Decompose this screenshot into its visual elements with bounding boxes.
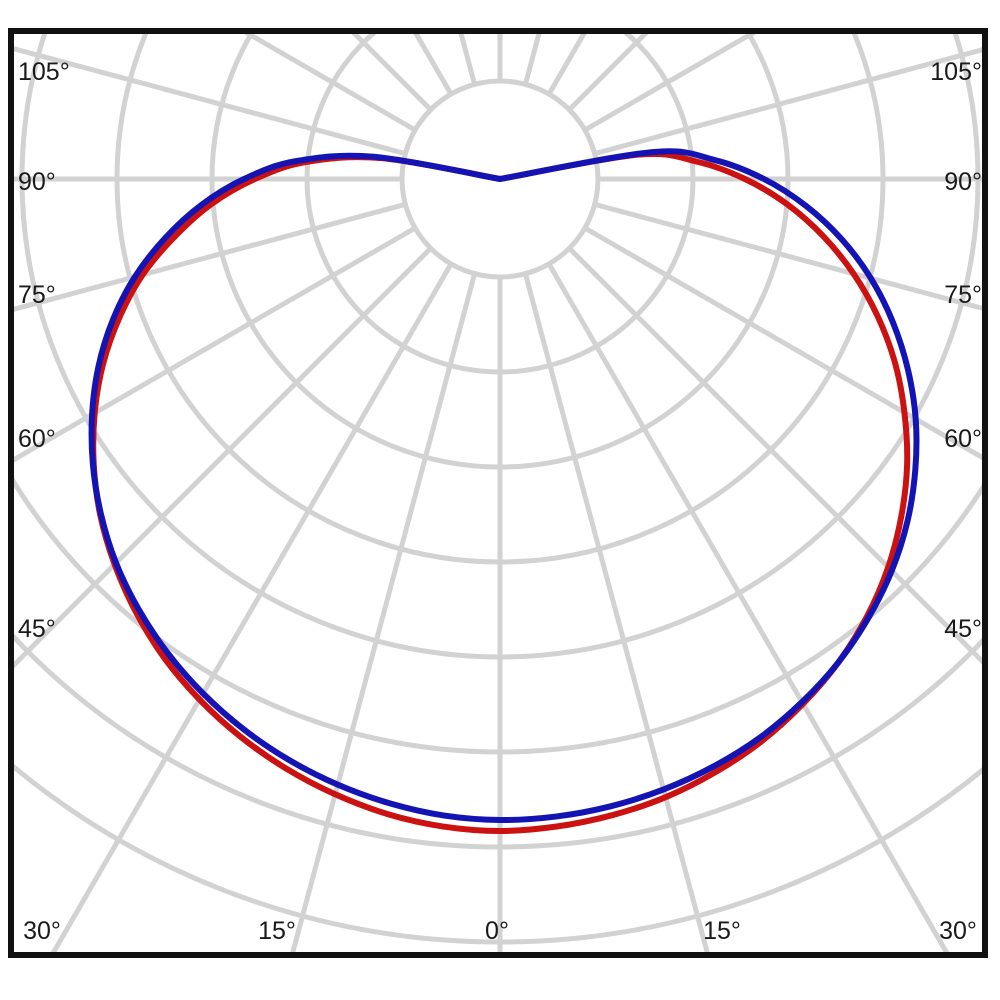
- curve-series-0: [90, 150, 911, 834]
- plot-border: [8, 28, 988, 958]
- grid-spoke: [594, 201, 984, 312]
- grid-spoke: [522, 273, 711, 954]
- grid-spoke: [583, 32, 760, 133]
- angle-label-right-0: 105°: [930, 58, 982, 86]
- angle-label-left-0: 105°: [18, 58, 70, 86]
- angle-label-left-4: 45°: [18, 615, 56, 643]
- angle-label-right-1: 90°: [944, 168, 982, 196]
- grid-spoke: [240, 32, 417, 133]
- grid-spoke: [594, 46, 984, 157]
- angle-label-left-3: 60°: [18, 425, 56, 453]
- grid-spoke: [583, 225, 984, 462]
- angle-label-bottom-3: 15°: [703, 917, 741, 945]
- angle-label-bottom-1: 15°: [258, 917, 296, 945]
- curve-series-1: [88, 148, 920, 824]
- angle-label-right-4: 45°: [944, 615, 982, 643]
- angle-label-bottom-0: 30°: [23, 917, 61, 945]
- angle-label-left-1: 90°: [18, 168, 56, 196]
- angle-label-bottom-2: 0°: [485, 917, 509, 945]
- grid-spoke: [49, 262, 454, 954]
- grid-spoke: [289, 273, 478, 954]
- grid-spoke: [12, 225, 417, 464]
- axis-labels: 105° 90° 75° 60° 45° 105° 90° 75° 60° 45° 30° 15° 0°…: [18, 58, 982, 945]
- angle-label-bottom-4: 30°: [939, 917, 977, 945]
- distribution-curves: [88, 148, 920, 834]
- angle-label-right-2: 75°: [944, 281, 982, 309]
- grid-spoke: [12, 45, 406, 157]
- grid-spoke: [546, 262, 951, 954]
- grid-spoke: [12, 201, 406, 313]
- angle-label-right-3: 60°: [944, 425, 982, 453]
- grid-spoke: [12, 246, 433, 671]
- angle-label-left-2: 75°: [18, 281, 56, 309]
- grid-spoke: [567, 246, 984, 667]
